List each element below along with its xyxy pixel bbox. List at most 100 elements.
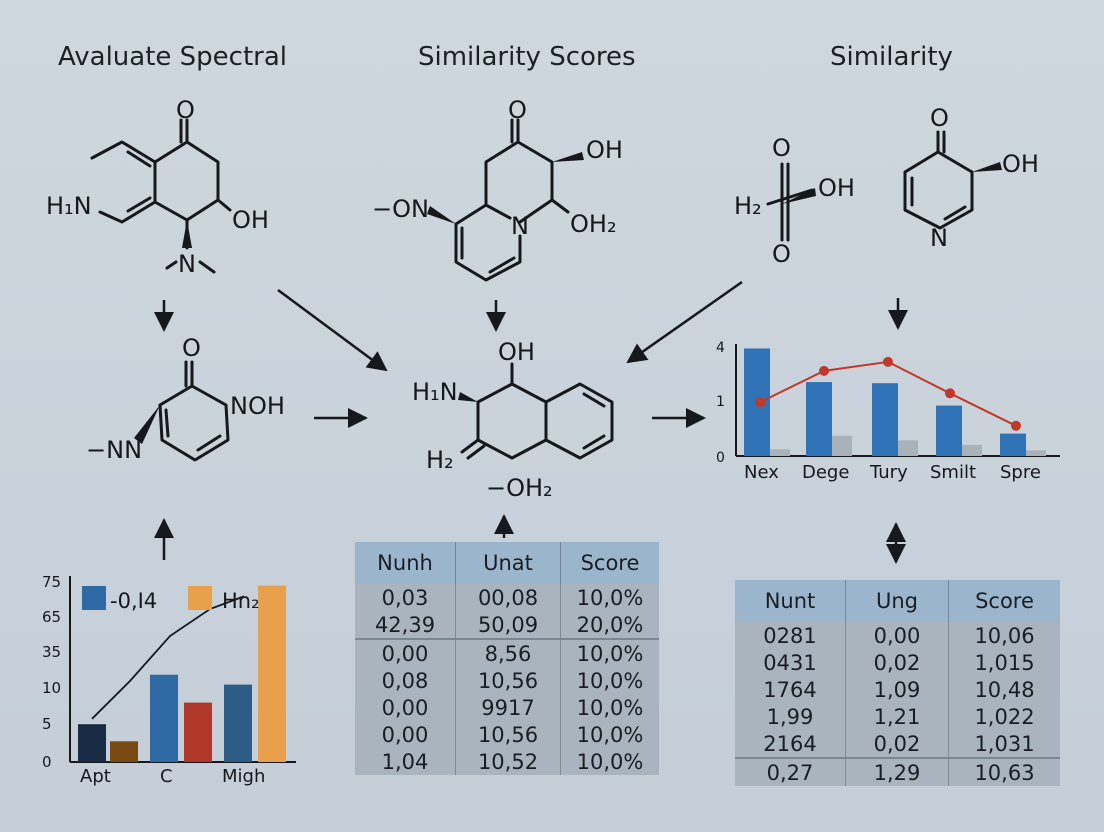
atom-label: O: [176, 96, 195, 124]
table-row: 0,00 9917 10,0%: [355, 694, 659, 721]
table-cell: 10,0%: [560, 694, 659, 721]
table-cell: 0,00: [355, 638, 456, 667]
molecule-6-bonds: [460, 362, 614, 460]
atom-label: O: [772, 240, 791, 268]
table-cell: 1,21: [845, 703, 949, 730]
legend-swatch-orange: [188, 586, 212, 610]
table-cell: 2164: [735, 730, 846, 758]
ytick-label: 0: [42, 753, 52, 771]
table-cell: 00,08: [455, 584, 561, 611]
table-cell: 0,03: [355, 584, 456, 611]
bar: [806, 382, 832, 456]
right-chart-xticks: Nex Dege Tury Smilt Spre: [744, 462, 1041, 483]
column-header: Nunh: [355, 542, 456, 584]
table-cell: 0431: [735, 649, 846, 676]
table-row: 1764 1,09 10,48: [735, 676, 1060, 703]
atom-label: OH: [498, 338, 535, 366]
table-cell: 10,63: [948, 757, 1060, 786]
arrow-m1-to-m6: [277, 288, 388, 372]
heading-right: Similarity: [830, 42, 953, 72]
ytick-label: 75: [42, 573, 61, 591]
xtick-label: Dege: [802, 462, 849, 483]
ytick-label: 35: [42, 643, 61, 661]
xtick-label: Tury: [869, 462, 908, 483]
bar: [78, 724, 106, 762]
xtick-label: Smilt: [930, 462, 976, 483]
xtick-label: Nex: [744, 462, 779, 483]
left-chart-legend: -0,I4 Hn₂: [82, 586, 260, 613]
table-row: 0,00 10,56 10,0%: [355, 721, 659, 748]
atom-label: −OH₂: [486, 474, 553, 502]
data-point: [819, 365, 829, 376]
table-row: 0281 0,00 10,06: [735, 622, 1060, 649]
flow-arrows: [154, 280, 908, 564]
bar: [898, 440, 918, 456]
molecule-2-bonds: [454, 118, 570, 282]
table-cell: 10,52: [455, 748, 561, 775]
table-cell: 1,031: [948, 730, 1060, 758]
molecule-5-bonds: [158, 360, 230, 462]
bar: [184, 702, 212, 762]
right-chart-yticks: 4 1 0: [716, 340, 725, 466]
atom-label: H₁N: [46, 192, 92, 220]
table-cell: 0,08: [355, 667, 456, 694]
table-row: 0431 0,02 1,015: [735, 649, 1060, 676]
atom-label: −NN: [86, 436, 143, 464]
atom-label: H₁N: [412, 378, 458, 406]
legend-label: Hn₂: [222, 589, 260, 613]
column-header: Nunt: [735, 580, 846, 622]
atom-label: OH: [818, 174, 855, 202]
bar: [258, 585, 286, 762]
table-row: 1,04 10,52 10,0%: [355, 748, 659, 775]
atom-label: OH: [1002, 150, 1039, 178]
heading-center: Similarity Scores: [418, 42, 636, 72]
table-cell: 10,56: [455, 667, 561, 694]
ytick-label: 5: [42, 715, 52, 733]
table-cell: 1764: [735, 676, 846, 703]
atom-label: N: [511, 212, 529, 240]
table-cell: 10,56: [455, 721, 561, 748]
table-cell: 10,0%: [560, 748, 659, 775]
bar: [770, 449, 790, 456]
center-table: Nunh Unat Score 0,03 00,08 10,0% 42,39 50,0…: [355, 542, 659, 775]
left-chart-yticks: 75 65 35 10 5 0: [42, 573, 61, 771]
ytick-label: 4: [716, 340, 725, 356]
atom-label: H₂: [426, 446, 454, 474]
xtick-label: Migh: [222, 766, 265, 787]
table-cell: 0281: [735, 622, 846, 649]
bar: [150, 674, 178, 762]
atom-label: NOH: [230, 392, 285, 420]
right-chart-bars: [744, 348, 1046, 456]
table-cell: 0,02: [845, 649, 949, 676]
table-cell: 1,015: [948, 649, 1060, 676]
table-cell: 8,56: [455, 638, 561, 667]
table-row: 0,08 10,56 10,0%: [355, 667, 659, 694]
table-cell: 10,48: [948, 676, 1060, 703]
column-header: Ung: [845, 580, 949, 622]
table-row: 2164 0,02 1,031: [735, 730, 1060, 758]
table-cell: 0,00: [355, 694, 456, 721]
bar: [832, 435, 852, 456]
atom-label: −ON: [372, 195, 429, 223]
bar: [1026, 450, 1046, 456]
table-cell: 1,29: [845, 757, 949, 786]
table-cell: 10,0%: [560, 667, 659, 694]
data-point: [1011, 420, 1021, 431]
table-cell: 1,022: [948, 703, 1060, 730]
atom-label: N: [178, 250, 196, 278]
bar: [936, 405, 962, 456]
left-chart-bars: [78, 585, 286, 762]
table-cell: 0,02: [845, 730, 949, 758]
table-cell: 42,39: [355, 611, 456, 639]
atom-label: O: [508, 96, 527, 124]
data-point: [883, 356, 893, 367]
table-cell: 10,0%: [560, 584, 659, 611]
table-cell: 10,0%: [560, 721, 659, 748]
right-table: Nunt Ung Score 0281 0,00 10,06 0431 0,02 1,0…: [735, 580, 1060, 786]
bar: [1000, 433, 1026, 456]
table-cell: 9917: [455, 694, 561, 721]
ytick-label: 0: [716, 450, 725, 466]
table-cell: 1,09: [845, 676, 949, 703]
